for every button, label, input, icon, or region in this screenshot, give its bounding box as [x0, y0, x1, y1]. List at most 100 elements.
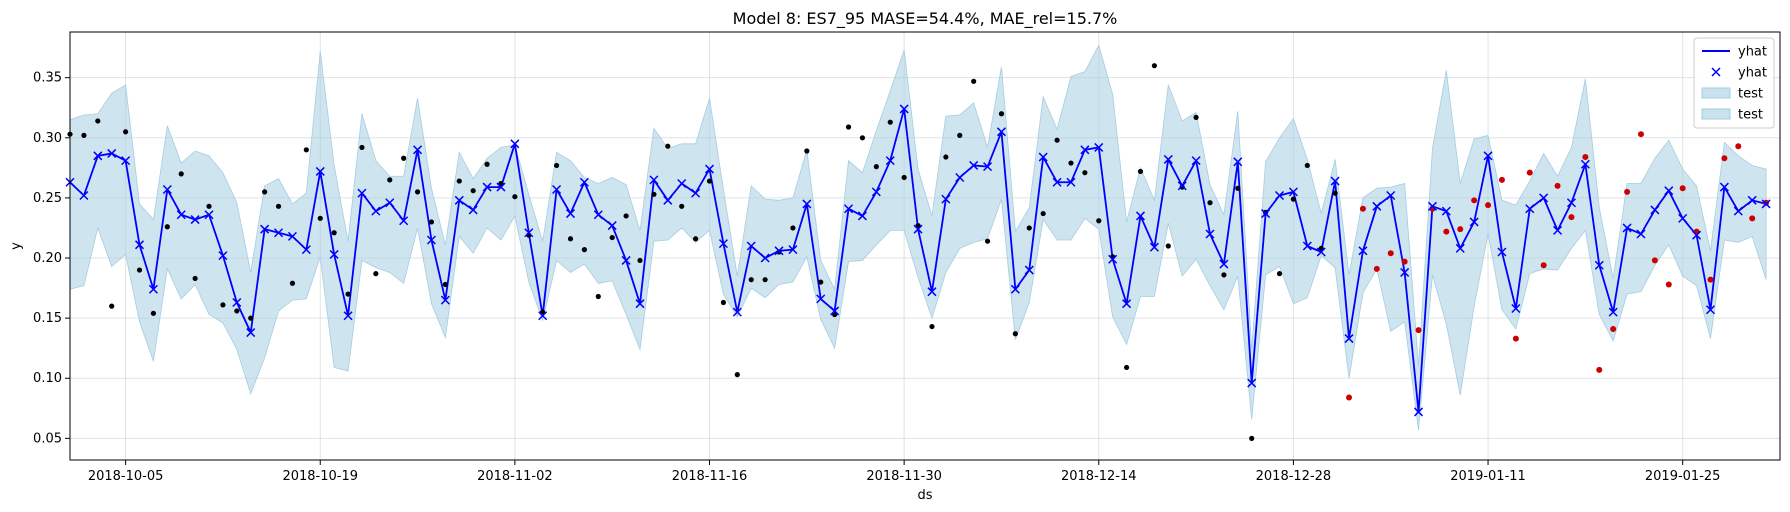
test-actual-point	[1637, 131, 1644, 138]
actual-point	[1332, 190, 1338, 196]
yhat-marker	[1414, 407, 1424, 417]
actual-point	[1137, 168, 1144, 175]
test-actual-point	[1415, 327, 1422, 334]
actual-point	[1068, 160, 1074, 166]
yhat-marker	[1692, 230, 1702, 240]
actual-point	[512, 194, 518, 200]
actual-point	[442, 281, 448, 288]
test-actual-point	[1610, 325, 1617, 332]
yhat-marker	[788, 245, 798, 255]
yhat-marker	[1539, 193, 1549, 203]
actual-point	[567, 236, 574, 242]
yhat-marker	[1149, 242, 1159, 252]
y-tick-label: 0.05	[33, 431, 62, 446]
actual-point	[595, 293, 601, 300]
actual-point	[859, 135, 866, 141]
actual-point	[1096, 218, 1102, 224]
actual-point	[1040, 210, 1046, 217]
actual-point	[734, 372, 740, 378]
yhat-marker	[1108, 254, 1118, 264]
actual-point	[303, 147, 309, 153]
test-actual-point	[1498, 176, 1505, 183]
actual-point	[1082, 170, 1088, 176]
actual-point	[971, 78, 977, 84]
test-actual-point	[1749, 215, 1756, 222]
actual-point	[234, 308, 240, 314]
yhat-marker	[301, 245, 311, 255]
yhat-marker	[885, 156, 895, 166]
points-layer	[65, 63, 1771, 441]
legend-swatch-marker	[1711, 67, 1721, 77]
yhat-marker	[1400, 267, 1410, 277]
yhat-marker	[315, 166, 325, 176]
test-actual-point	[1707, 276, 1714, 283]
actual-point	[679, 203, 685, 209]
yhat-marker	[955, 172, 965, 183]
actual-point	[693, 236, 699, 242]
yhat-marker	[593, 210, 603, 220]
yhat-marker	[148, 284, 158, 294]
yhat-marker	[718, 239, 728, 249]
yhat-marker	[357, 188, 367, 198]
actual-point	[192, 275, 198, 282]
legend-label: yhat	[1738, 66, 1767, 81]
yhat-marker	[496, 182, 506, 192]
actual-point	[109, 303, 115, 309]
yhat-marker	[1622, 223, 1632, 233]
yhat-marker	[1608, 307, 1618, 317]
y-tick-label: 0.25	[33, 191, 62, 206]
yhat-marker	[482, 182, 492, 192]
y-tick-label: 0.15	[33, 311, 62, 326]
yhat-marker	[413, 145, 423, 155]
test-actual-point	[1554, 182, 1561, 189]
test-actual-point	[1763, 199, 1770, 206]
actual-point	[1179, 184, 1185, 190]
yhat-marker	[1344, 334, 1354, 344]
yhat-marker	[1122, 299, 1132, 309]
actual-point	[1304, 162, 1310, 169]
legend-label: test	[1738, 108, 1763, 123]
test-actual-point	[1596, 366, 1603, 373]
actual-point	[706, 178, 713, 184]
test-actual-point	[1568, 214, 1575, 221]
actual-point	[790, 225, 796, 231]
x-tick-label: 2018-10-19	[282, 469, 358, 484]
actual-point	[762, 277, 768, 283]
x-axis-label: ds	[917, 488, 932, 503]
yhat-marker	[107, 148, 117, 158]
yhat-marker	[1566, 198, 1576, 208]
yhat-marker	[190, 215, 200, 225]
yhat-marker	[343, 311, 353, 321]
actual-point	[623, 213, 629, 219]
x-tick-label: 2018-11-02	[477, 469, 553, 484]
actual-point	[873, 164, 879, 170]
yhat-marker	[1427, 201, 1437, 211]
yhat-marker	[1594, 260, 1604, 270]
actual-point	[845, 124, 852, 130]
actual-point	[1235, 185, 1241, 191]
plot-frame	[69, 31, 1781, 461]
yhat-marker	[1747, 195, 1757, 205]
yhat-marker	[927, 287, 937, 297]
actual-point	[317, 215, 323, 221]
y-tick-label: 0.20	[33, 251, 62, 266]
actual-point	[1165, 243, 1171, 249]
x-tick-label: 2018-12-14	[1061, 469, 1137, 484]
actual-point	[1026, 225, 1032, 231]
actual-point	[456, 178, 462, 184]
yhat-marker	[1705, 305, 1716, 315]
yhat-marker	[1455, 243, 1465, 253]
x-axis: 2018-10-05 2018-10-19 2018-11-02 2018-11-16…	[88, 460, 1720, 484]
yhat-marker	[621, 255, 631, 265]
yhat-marker	[746, 241, 756, 251]
yhat-marker	[857, 211, 867, 221]
yhat-marker	[1553, 225, 1563, 235]
yhat-marker	[176, 210, 186, 220]
actual-point	[1193, 114, 1199, 120]
actual-point	[178, 171, 184, 177]
yhat-marker	[538, 311, 548, 321]
yhat-marker	[871, 187, 881, 197]
actual-point	[123, 129, 129, 135]
actual-point	[804, 148, 810, 154]
legend: yhat yhat test test	[1693, 37, 1775, 129]
